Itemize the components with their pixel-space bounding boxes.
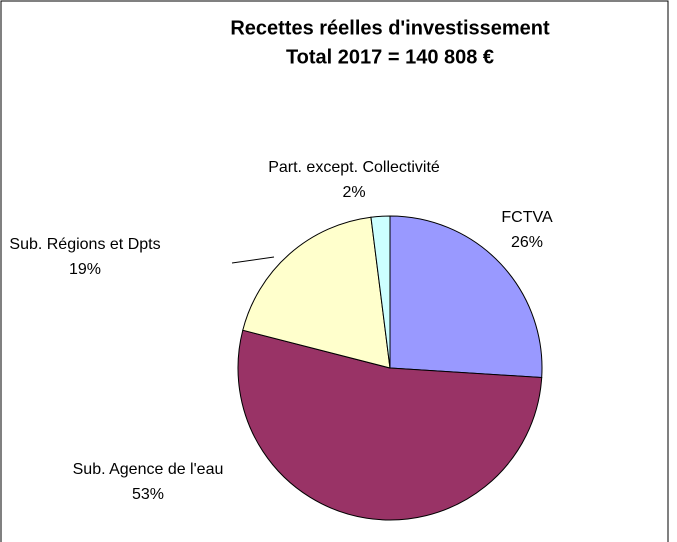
leader-line [231,256,275,264]
pie-slice [237,329,543,521]
chart-subtitle: Total 2017 = 140 808 € [286,46,494,68]
slice-value-label: 19% [69,261,101,278]
slice-label: Part. except. Collectivité [268,159,440,176]
slice-label: FCTVA [501,209,553,226]
slice-value-label: 53% [132,486,164,503]
chart-title: Recettes réelles d'investissement [230,17,550,39]
slice-label: Sub. Régions et Dpts [9,236,160,253]
pie-slice [389,215,543,379]
slice-value-label: 2% [342,184,365,201]
pie-slice [242,216,391,369]
pie-slice [370,215,391,369]
slice-value-label: 26% [511,234,543,251]
slice-label: Sub. Agence de l'eau [73,461,224,478]
